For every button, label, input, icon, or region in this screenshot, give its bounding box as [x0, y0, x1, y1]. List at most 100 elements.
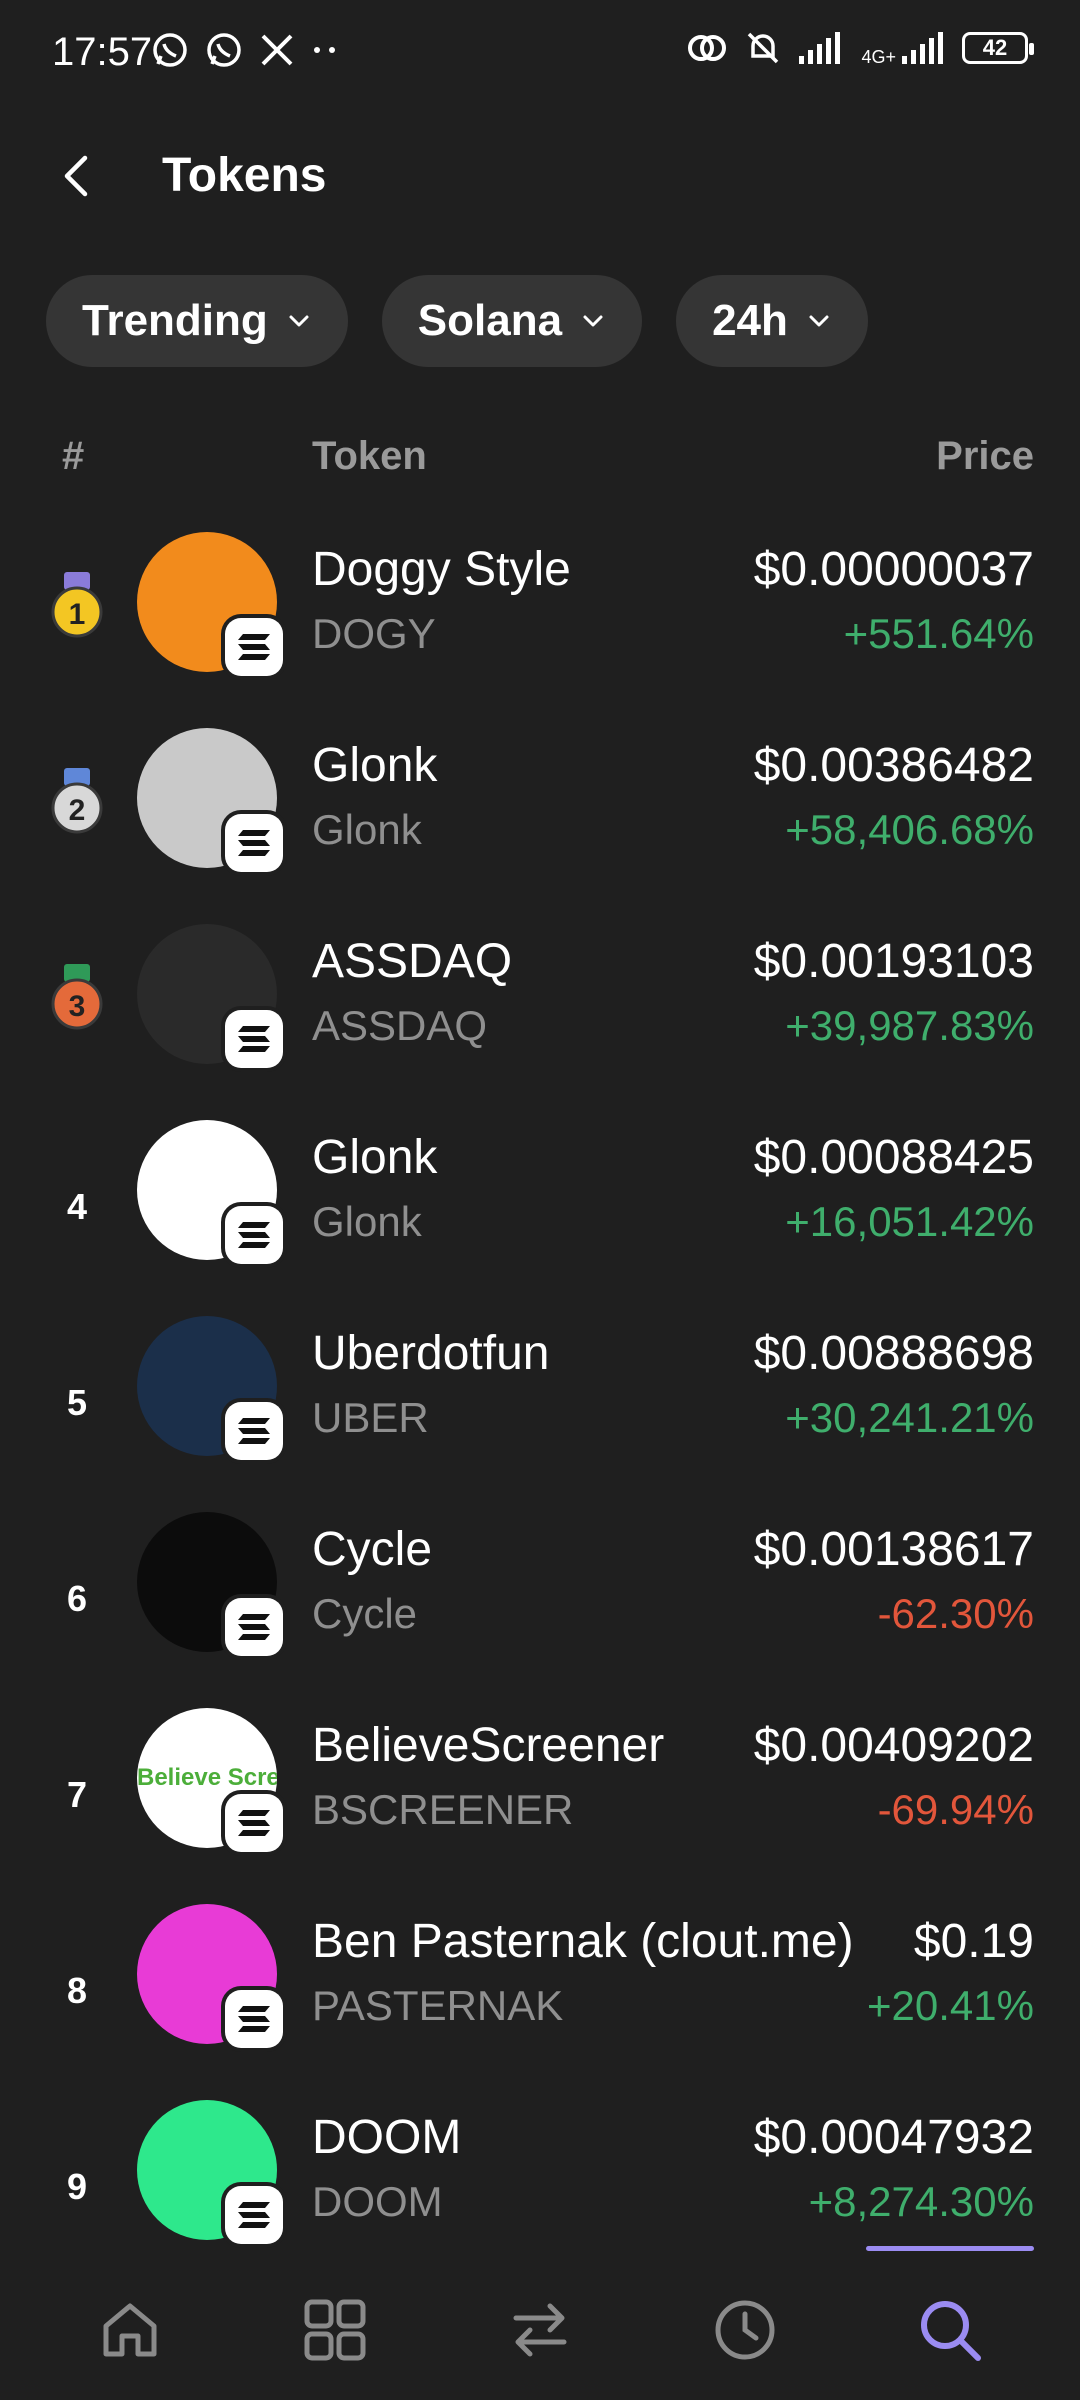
solana-chain-icon: [225, 1010, 283, 1068]
token-price: $0.00088425: [753, 1131, 1034, 1184]
silver-medal-icon: 2: [51, 768, 103, 834]
token-symbol: Glonk: [312, 806, 422, 853]
token-row[interactable]: 8 Ben Pasternak (clout.me) PASTERNAK $0.…: [0, 1892, 1080, 2088]
chevron-down-icon: [289, 315, 309, 327]
nav-search[interactable]: [910, 2290, 990, 2370]
column-header-price: Price: [936, 434, 1034, 478]
token-row[interactable]: 7 Believe Scree BelieveScreener BSCREENE…: [0, 1696, 1080, 1892]
token-price: $0.00386482: [753, 739, 1034, 792]
app-header: Tokens: [0, 130, 1080, 220]
solana-chain-icon: [225, 2186, 283, 2244]
solana-chain-icon: [225, 1794, 283, 1852]
chevron-left-icon: [64, 155, 88, 197]
rank-number: 1: [69, 598, 86, 631]
token-price: $0.19: [913, 1915, 1034, 1968]
token-change: +551.64%: [843, 610, 1034, 657]
avatar-logo-text: Believe Scree: [137, 1764, 277, 1791]
column-header-token: Token: [312, 434, 427, 478]
token-row[interactable]: 4 Glonk Glonk $0.00088425 +16,051.42%: [0, 1108, 1080, 1304]
chevron-down-icon: [809, 315, 829, 327]
hotspot-icon: [688, 35, 727, 61]
token-row[interactable]: 1 Doggy Style DOGY $0.00000037 +551.64%: [0, 520, 1080, 716]
solana-chain-icon: [225, 1206, 283, 1264]
nav-apps[interactable]: [295, 2290, 375, 2370]
filter-bar: Trending Solana 24h: [46, 275, 868, 367]
solana-chain-icon: [225, 618, 283, 676]
token-symbol: Glonk: [312, 1198, 422, 1245]
status-bar: 17:57 4G+ 42: [0, 0, 1080, 110]
token-symbol: BSCREENER: [312, 1786, 574, 1833]
token-price: $0.00000037: [753, 543, 1034, 596]
chevron-down-icon: [583, 315, 603, 327]
filter-sort-dropdown[interactable]: Trending: [46, 275, 348, 367]
token-change: -62.30%: [877, 1590, 1034, 1637]
token-symbol: Cycle: [312, 1590, 418, 1637]
rank-number: 8: [66, 1970, 88, 2011]
system-icons: 4G+ 42: [685, 28, 1034, 68]
whatsapp-icon: [207, 33, 241, 67]
token-row[interactable]: 5 Uberdotfun UBER $0.00888698 +30,241.21…: [0, 1304, 1080, 1500]
token-price: $0.00888698: [753, 1327, 1034, 1380]
filter-label: 24h: [712, 296, 788, 345]
search-icon: [921, 2301, 981, 2361]
token-row[interactable]: 6 Cycle Cycle $0.00138617 -62.30%: [0, 1500, 1080, 1696]
token-change: +30,241.21%: [785, 1394, 1034, 1441]
token-name: Glonk: [312, 1131, 438, 1184]
token-row[interactable]: 2 Glonk Glonk $0.00386482 +58,406.68%: [0, 716, 1080, 912]
token-price: $0.00409202: [753, 1719, 1034, 1772]
battery-icon: 42: [962, 32, 1034, 64]
status-time: 17:57: [52, 30, 153, 74]
token-name: Cycle: [312, 1523, 433, 1576]
token-name: Ben Pasternak (clout.me): [312, 1915, 854, 1968]
scroll-indicator: [866, 2246, 1034, 2251]
signal-icon: [799, 32, 841, 64]
signal-4g-icon: 4G+: [861, 30, 948, 66]
token-name: Glonk: [312, 739, 438, 792]
filter-label: Trending: [82, 296, 268, 345]
nav-history[interactable]: [705, 2290, 785, 2370]
token-symbol: PASTERNAK: [312, 1982, 564, 2029]
token-price: $0.00193103: [753, 935, 1034, 988]
token-name: Uberdotfun: [312, 1327, 550, 1380]
back-button[interactable]: [48, 148, 104, 204]
rank-number: 9: [66, 2166, 88, 2207]
token-change: +58,406.68%: [785, 806, 1034, 853]
rank-number: 5: [66, 1382, 88, 1423]
filter-timeframe-dropdown[interactable]: 24h: [676, 275, 868, 367]
home-icon: [103, 2303, 157, 2357]
swap-icon: [513, 2303, 567, 2357]
token-row[interactable]: 9 DOOM DOOM $0.00047932 +8,274.30%: [0, 2088, 1080, 2284]
rank-number: 6: [66, 1578, 88, 1619]
bronze-medal-icon: 3: [51, 964, 103, 1030]
rank-number: 4: [66, 1186, 88, 1227]
token-change: +16,051.42%: [785, 1198, 1034, 1245]
token-name: DOOM: [312, 2111, 462, 2164]
rank-number: 3: [69, 990, 86, 1023]
nav-home[interactable]: [90, 2290, 170, 2370]
token-name: ASSDAQ: [312, 935, 513, 988]
token-change: -69.94%: [877, 1786, 1034, 1833]
rank-number: 7: [66, 1774, 88, 1815]
token-name: BelieveScreener: [312, 1719, 665, 1772]
nav-swap[interactable]: [500, 2290, 580, 2370]
notification-icons: [150, 30, 340, 70]
battery-level: 42: [982, 35, 1008, 60]
bell-muted-icon: [748, 32, 779, 64]
token-change: +8,274.30%: [808, 2178, 1034, 2225]
token-symbol: DOGY: [312, 610, 436, 657]
history-icon: [715, 2300, 775, 2360]
token-symbol: DOOM: [312, 2178, 443, 2225]
network-type-label: 4G+: [861, 47, 896, 67]
solana-chain-icon: [225, 1402, 283, 1460]
token-row[interactable]: 3 ASSDAQ ASSDAQ $0.00193103 +39,987.83%: [0, 912, 1080, 1108]
filter-label: Solana: [417, 296, 563, 345]
bottom-navigation: [0, 2252, 1080, 2400]
solana-chain-icon: [225, 814, 283, 872]
filter-chain-dropdown[interactable]: Solana: [381, 275, 643, 367]
column-header-rank: #: [62, 434, 85, 478]
token-change: +20.41%: [867, 1982, 1034, 2029]
table-header: # Token Price: [0, 430, 1080, 490]
token-change: +39,987.83%: [785, 1002, 1034, 1049]
page-title: Tokens: [162, 149, 327, 202]
token-name: Doggy Style: [312, 543, 571, 596]
